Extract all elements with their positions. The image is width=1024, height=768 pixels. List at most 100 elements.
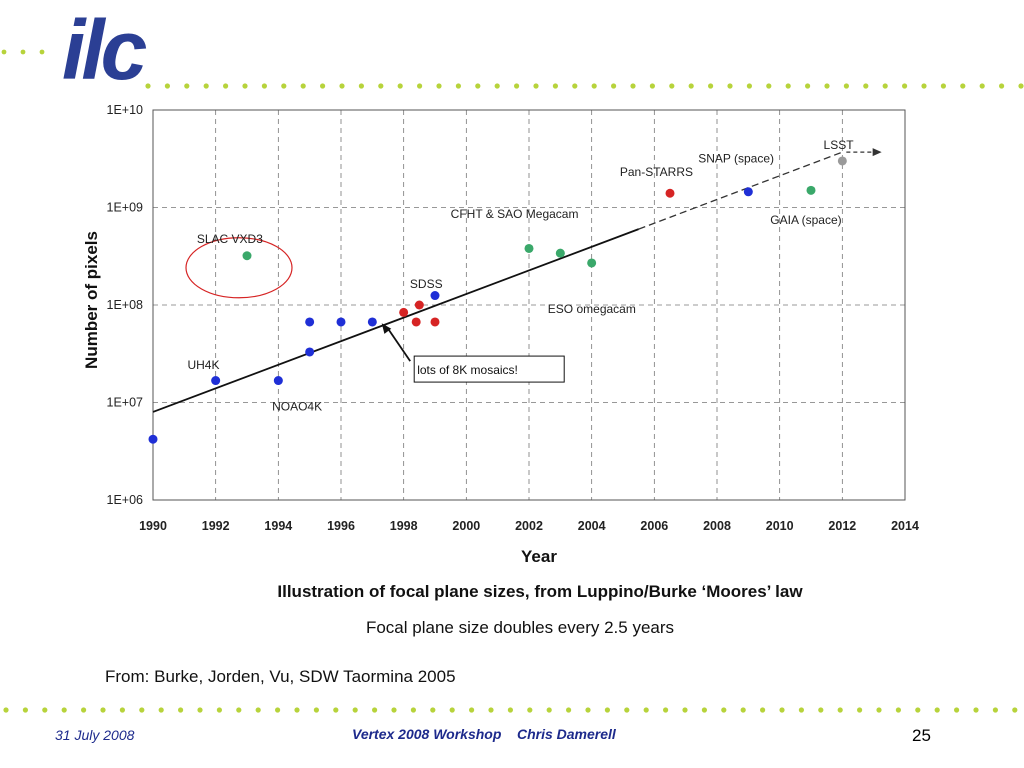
callout-text: lots of 8K mosaics! — [417, 363, 518, 377]
rule-dot — [488, 707, 494, 713]
rule-dot — [649, 83, 656, 89]
rule-dot — [882, 83, 888, 89]
rule-dot — [663, 707, 669, 713]
callout-box — [413, 355, 565, 383]
rule-dot — [352, 707, 358, 713]
rule-dot — [940, 83, 947, 89]
rule-dot — [22, 707, 28, 713]
rule-dot — [902, 83, 908, 89]
rule-dot — [746, 83, 753, 89]
trend-line-solid — [152, 228, 639, 413]
rule-dot — [766, 83, 772, 89]
rule-dot — [979, 83, 985, 89]
point-annotation: LSST — [824, 138, 855, 152]
rule-dot — [313, 707, 319, 713]
rule-dot — [643, 707, 649, 713]
rule-dot — [203, 83, 209, 89]
rule-dot — [546, 707, 552, 713]
rule-dot — [430, 707, 436, 713]
trend-line-dashed — [638, 151, 843, 230]
rule-dot — [475, 83, 481, 89]
data-point — [305, 317, 315, 327]
rule-dot — [721, 707, 727, 713]
point-annotation: CFHT & SAO Megacam — [451, 207, 579, 221]
rule-dot — [42, 707, 48, 713]
x-tick-label: 1998 — [390, 519, 418, 533]
rule-dot — [688, 83, 694, 89]
data-point — [211, 376, 221, 386]
rule-dot — [682, 707, 688, 713]
point-annotation: NOAO4K — [272, 399, 322, 413]
rule-dot — [449, 707, 455, 713]
rule-dot — [798, 707, 805, 713]
ilc-logo-text: ilc — [62, 3, 147, 97]
point-annotation: SDSS — [410, 277, 443, 291]
data-point — [305, 347, 315, 357]
x-tick-label: 1996 — [327, 519, 355, 533]
data-point — [336, 317, 346, 327]
rule-dot — [417, 83, 423, 89]
x-tick-label: 2008 — [703, 519, 731, 533]
rule-dot — [1, 49, 7, 55]
rule-dot — [954, 707, 960, 713]
rule-dot — [992, 707, 999, 713]
rule-dot — [604, 707, 611, 713]
rule-dot — [119, 707, 125, 713]
rule-dot — [921, 83, 927, 89]
point-annotation: UH4K — [187, 358, 219, 372]
rule-dot — [591, 83, 597, 89]
data-point — [367, 317, 377, 327]
rule-dot — [708, 83, 714, 89]
chart-caption-subtitle: Focal plane size doubles every 2.5 years — [365, 618, 675, 637]
data-point — [273, 376, 283, 386]
rule-dot — [261, 83, 267, 89]
projection-arrow-head — [872, 148, 882, 157]
x-tick-label: 1994 — [264, 519, 292, 533]
data-point — [414, 300, 424, 310]
rule-dot — [785, 83, 791, 89]
tick-labels: 1990 1992 1994 1996 1998 2000 2002 2004 2006 2008… — [107, 103, 919, 533]
rule-dot — [333, 707, 339, 713]
x-tick-label: 2002 — [515, 519, 543, 533]
footer-date: 31 July 2008 — [55, 727, 135, 743]
bottom-dotted-rule — [3, 707, 1018, 713]
annotations: SLAC VXD3 UH4K NOAO4K SDSS CFHT & SAO Megaca… — [187, 138, 854, 414]
data-points — [148, 156, 847, 444]
data-point — [430, 291, 440, 301]
x-tick-label: 2014 — [891, 519, 919, 533]
y-tick-label: 1E+07 — [107, 396, 144, 410]
rule-dot — [876, 707, 882, 713]
x-tick-label: 1992 — [202, 519, 230, 533]
x-tick-label: 2006 — [640, 519, 668, 533]
rule-dot — [378, 83, 384, 89]
rule-dot — [145, 83, 151, 89]
rule-dot — [294, 707, 300, 713]
rule-dot — [139, 707, 145, 713]
rule-dot — [999, 83, 1005, 89]
rule-dot — [837, 707, 843, 713]
x-tick-label: 2000 — [452, 519, 480, 533]
x-tick-label: 1990 — [139, 519, 167, 533]
y-axis-label: Number of pixels — [82, 231, 101, 369]
plot-frame — [152, 109, 906, 501]
rule-dot — [100, 707, 106, 713]
chart-caption-title: Illustration of focal plane sizes, from … — [277, 582, 803, 601]
rule-dot — [410, 707, 416, 713]
point-annotation: SLAC VXD3 — [197, 232, 263, 246]
rule-dot — [857, 707, 863, 713]
callout-arrow-line — [386, 327, 411, 362]
rule-dot — [527, 707, 533, 713]
rule-dot — [1012, 707, 1018, 713]
rule-dot — [585, 707, 591, 713]
rule-dot — [164, 83, 170, 89]
rule-dot — [39, 49, 45, 55]
rule-dot — [320, 83, 326, 89]
highlight-circle — [185, 237, 293, 299]
ilc-logo: ilc — [62, 8, 147, 92]
source-citation: From: Burke, Jorden, Vu, SDW Taormina 20… — [105, 667, 456, 686]
rule-dot — [507, 707, 513, 713]
rule-dot — [223, 83, 229, 89]
rule-dot — [236, 707, 242, 713]
rule-dot — [760, 707, 766, 713]
rule-dot — [824, 83, 830, 89]
